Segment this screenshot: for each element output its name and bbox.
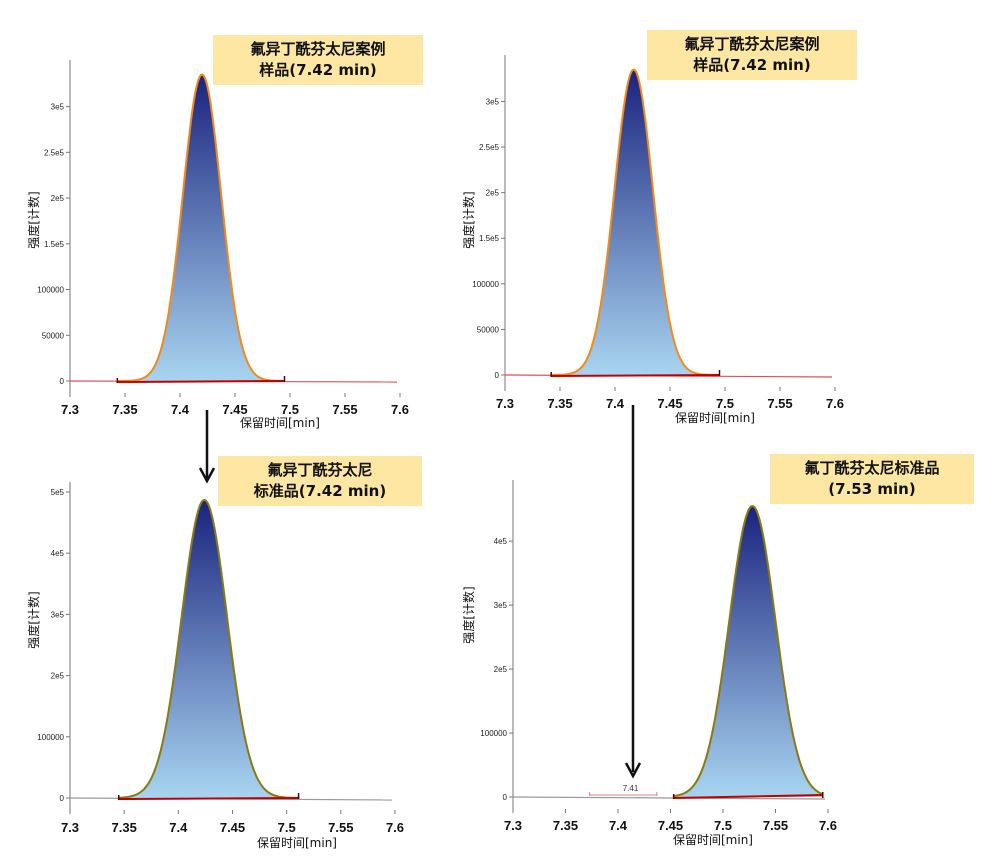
- callout-line: 样品(7.42 min): [259, 61, 377, 79]
- y-tick-label: 2.5e5: [44, 148, 65, 157]
- y-tick-label: 0: [503, 793, 508, 802]
- peak-outline: [118, 498, 299, 799]
- annotation-label: 7.41: [623, 784, 639, 793]
- y-tick-label: 100000: [472, 280, 499, 289]
- x-tick-label: 7.3: [61, 402, 79, 417]
- x-tick-label: 7.3: [61, 820, 79, 835]
- y-tick-label: 2e5: [494, 665, 508, 674]
- y-tick-label: 3e5: [51, 610, 65, 619]
- x-tick-label: 7.6: [826, 396, 844, 411]
- y-tick-label: 100000: [37, 733, 64, 742]
- x-tick-label: 7.55: [332, 402, 357, 417]
- y-tick-label: 3e5: [494, 601, 508, 610]
- y-tick-label: 1.5e5: [479, 234, 500, 243]
- x-tick-label: 7.5: [716, 396, 734, 411]
- peak-area: [118, 500, 299, 798]
- x-tick-label: 7.6: [391, 402, 409, 417]
- y-tick-label: 4e5: [51, 549, 65, 558]
- peak-area: [117, 74, 285, 381]
- x-tick-label: 7.3: [496, 396, 514, 411]
- y-tick-label: 2.5e5: [479, 143, 500, 152]
- callout-bottom-left: 氟异丁酰芬太尼 标准品(7.42 min): [218, 456, 422, 506]
- peak-outline: [551, 68, 720, 376]
- chart-panel-top-right: 0 50000 100000 1.5e5 2e5 2.5e5 3e5 7.3 7.35 7.4 7.…: [0, 0, 1000, 430]
- callout-line: 氟异丁酰芬太尼案例: [684, 35, 820, 53]
- peak-area: [673, 506, 823, 797]
- x-tick-label: 7.35: [112, 820, 137, 835]
- x-tick-label: 7.5: [281, 402, 299, 417]
- y-tick-label: 2e5: [51, 194, 65, 203]
- integration-baseline: [551, 374, 720, 377]
- chart-panel-bottom-left: 0 100000 2e5 3e5 4e5 5e5 7.3 7.35 7.4 7.45 7.5 7.55…: [0, 0, 490, 862]
- y-tick-label: 100000: [37, 286, 64, 295]
- x-axis-label: 保留时间[min]: [257, 836, 337, 850]
- x-tick-label: 7.4: [169, 820, 188, 835]
- y-tick-label: 0: [60, 794, 65, 803]
- y-tick-label: 0: [495, 371, 500, 380]
- chart-svg-2: 0 100000 2e5 3e5 4e5 5e5 7.3 7.35 7.4 7.45 7.5 7.55…: [26, 482, 404, 850]
- y-tick-label: 3e5: [51, 103, 65, 112]
- callout-top-right: 氟异丁酰芬太尼案例 样品(7.42 min): [647, 30, 857, 80]
- y-axis-label: 强度[计数]: [26, 591, 41, 648]
- x-axis-label: 保留时间[min]: [673, 833, 753, 847]
- chart-svg-1: 0 50000 100000 1.5e5 2e5 2.5e5 3e5 7.3 7.35 7.4 7.…: [461, 55, 844, 425]
- trace-line: [512, 796, 826, 800]
- x-axis-label: 保留时间[min]: [240, 416, 320, 430]
- y-tick-label: 2e5: [51, 672, 65, 681]
- y-axis-label: 强度[计数]: [461, 586, 476, 643]
- callout-bottom-right: 氟丁酰芬太尼标准品 (7.53 min): [770, 454, 974, 504]
- x-axis-label: 保留时间[min]: [675, 411, 755, 425]
- integration-baseline: [673, 794, 823, 799]
- integration-baseline: [117, 380, 285, 383]
- x-tick-label: 7.45: [657, 396, 682, 411]
- y-axis-label: 强度[计数]: [461, 191, 476, 248]
- callout-line: 样品(7.42 min): [693, 56, 811, 74]
- x-tick-label: 7.4: [171, 402, 190, 417]
- y-tick-label: 3e5: [486, 97, 500, 106]
- y-tick-label: 2e5: [486, 189, 500, 198]
- peak-outline: [673, 505, 824, 798]
- x-tick-label: 7.55: [328, 820, 353, 835]
- y-tick-label: 4e5: [494, 537, 508, 546]
- x-tick-label: 7.3: [504, 818, 522, 833]
- x-tick-label: 7.6: [819, 818, 837, 833]
- y-tick-label: 5e5: [51, 488, 65, 497]
- x-tick-label: 7.55: [767, 396, 792, 411]
- integration-baseline: [118, 797, 299, 800]
- peak-area: [551, 69, 720, 375]
- arrow-left: [198, 410, 216, 484]
- x-tick-label: 7.5: [278, 820, 296, 835]
- callout-top-left: 氟异丁酰芬太尼案例 样品(7.42 min): [213, 35, 423, 85]
- x-tick-label: 7.35: [553, 818, 578, 833]
- x-tick-label: 7.5: [714, 818, 732, 833]
- chart-svg-0: 0 50000 100000 1.5e5 2e5 2.5e5 3e5 7.3 7.35 7.4 7.…: [26, 60, 409, 430]
- x-tick-label: 7.35: [547, 396, 572, 411]
- y-tick-label: 100000: [480, 729, 507, 738]
- x-tick-label: 7.6: [386, 820, 404, 835]
- x-tick-label: 7.4: [606, 396, 625, 411]
- x-tick-label: 7.4: [609, 818, 628, 833]
- x-tick-label: 7.45: [222, 402, 247, 417]
- callout-line: 氟异丁酰芬太尼案例: [250, 40, 386, 58]
- x-tick-label: 7.45: [220, 820, 245, 835]
- x-tick-label: 7.45: [658, 818, 683, 833]
- callout-line: 氟异丁酰芬太尼: [267, 461, 373, 479]
- peak-outline: [117, 73, 285, 382]
- y-tick-label: 50000: [42, 331, 65, 340]
- x-tick-label: 7.35: [112, 402, 137, 417]
- y-axis-label: 强度[计数]: [26, 191, 41, 248]
- chart-panel-top-left: 0 50000 100000 1.5e5 2e5 2.5e5 3e5 7.3 7.35 7.4 7.…: [0, 0, 490, 430]
- y-tick-label: 1.5e5: [44, 240, 65, 249]
- callout-line: 氟丁酰芬太尼标准品: [804, 459, 940, 477]
- callout-line: 标准品(7.42 min): [253, 482, 387, 500]
- y-tick-label: 0: [60, 377, 65, 386]
- arrow-right: [624, 405, 642, 779]
- x-tick-label: 7.55: [763, 818, 788, 833]
- callout-line: (7.53 min): [828, 480, 916, 498]
- y-tick-label: 50000: [477, 325, 500, 334]
